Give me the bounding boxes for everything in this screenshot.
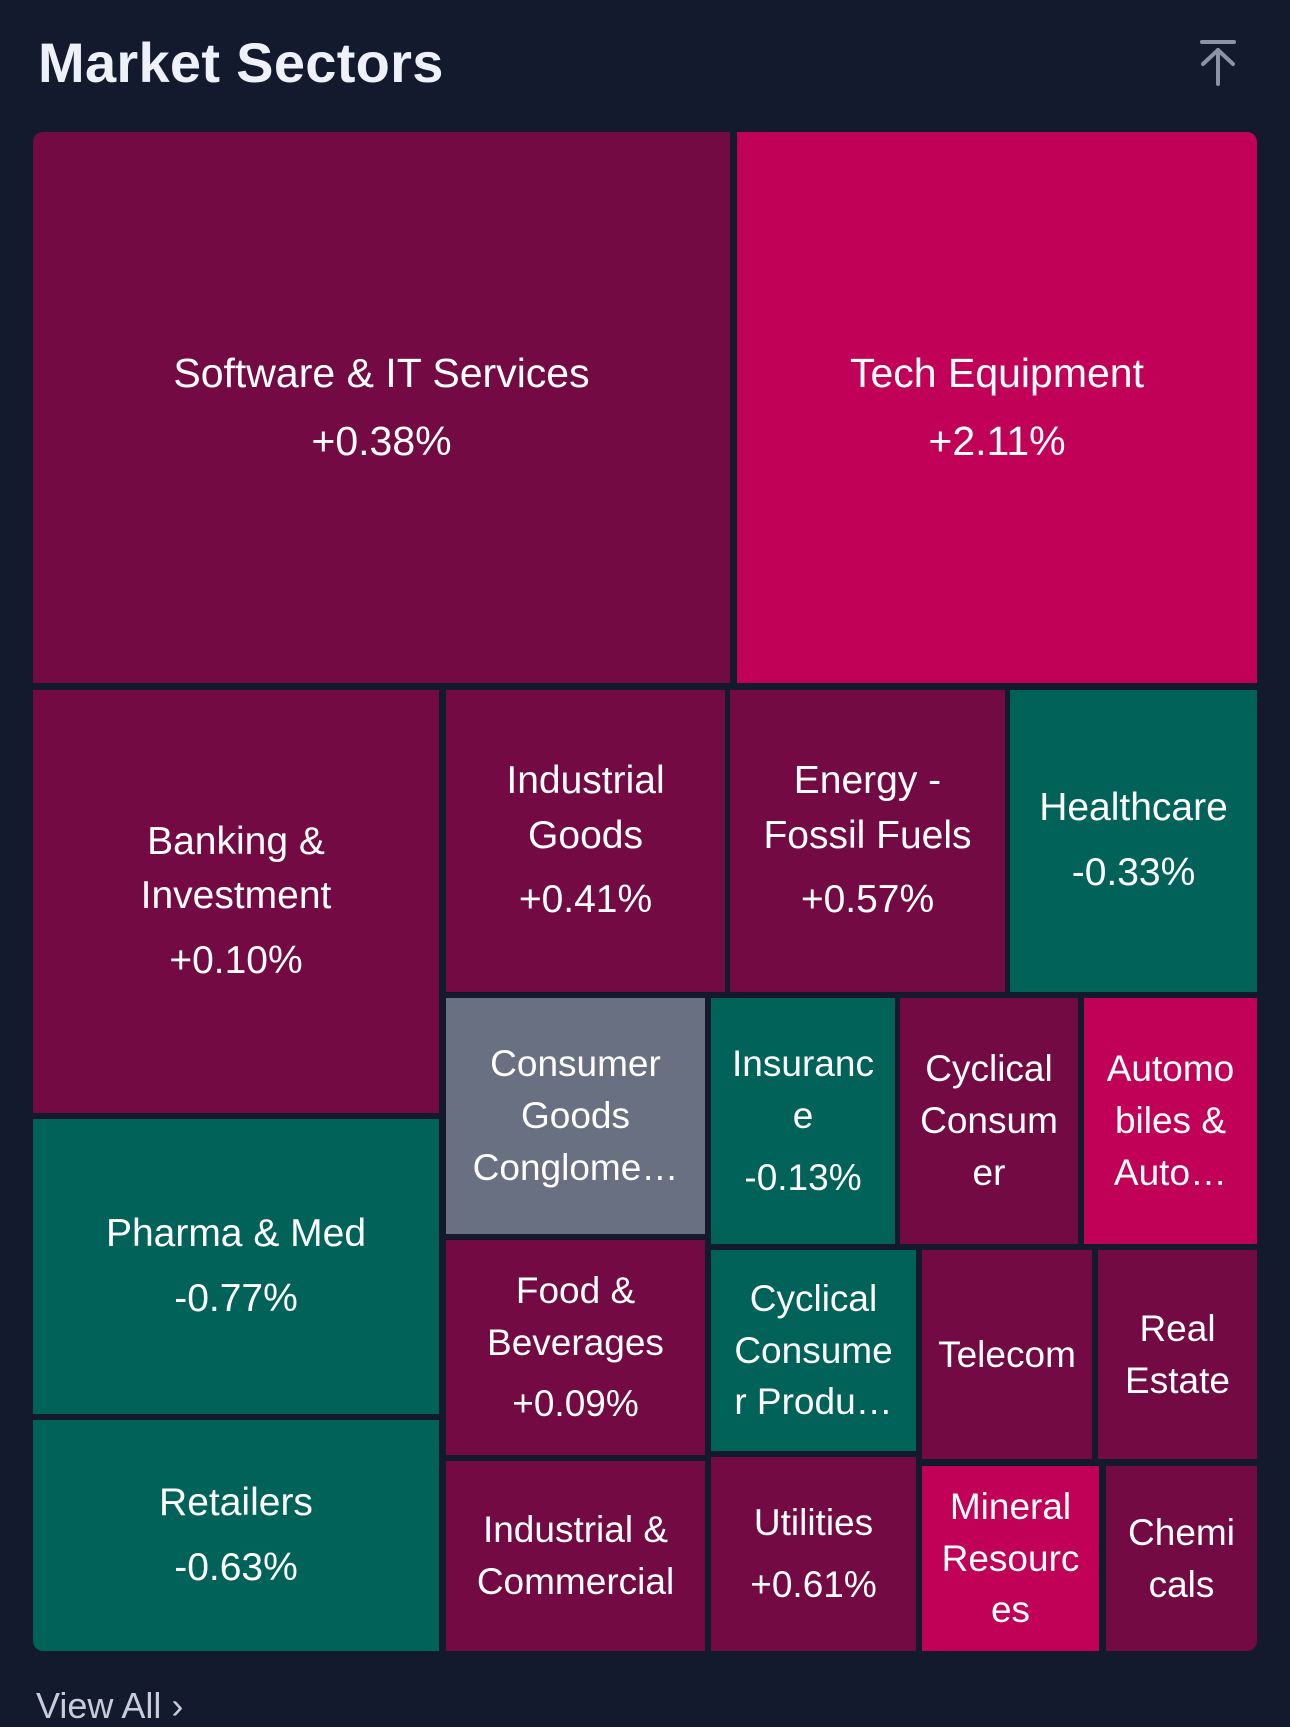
sector-name: Real Estate: [1125, 1307, 1230, 1401]
sector-tile-retailers[interactable]: Retailers -0.63%: [33, 1420, 439, 1651]
sector-name: Pharma & Med: [105, 1211, 367, 1255]
sector-treemap: Software & IT Services +0.38% Tech Equip…: [33, 132, 1257, 1651]
sector-tile-automobiles-auto[interactable]: Automo biles & Auto…: [1084, 998, 1257, 1244]
sector-name: Mineral Resourc es: [941, 1485, 1080, 1631]
sector-tile-cyclical-consumer-products[interactable]: Cyclical Consume r Produ…: [711, 1250, 916, 1451]
sector-tile-banking-investment[interactable]: Banking & Investment +0.10%: [33, 690, 439, 1113]
sector-change: -0.77%: [174, 1276, 298, 1320]
sector-tile-cyclical-consumer[interactable]: Cyclical Consum er: [900, 998, 1078, 1244]
sector-name: Utilities: [753, 1502, 874, 1544]
sector-name: Banking & Investment: [140, 819, 332, 918]
sector-change: +0.10%: [169, 938, 303, 982]
sector-name: Industrial & Commercial: [476, 1509, 675, 1602]
sector-name: Industrial Goods: [506, 759, 665, 857]
sector-tile-industrial-goods[interactable]: Industrial Goods +0.41%: [446, 690, 725, 992]
sector-name: Retailers: [159, 1480, 313, 1524]
sector-tile-software-it-services[interactable]: Software & IT Services +0.38%: [33, 132, 730, 683]
sector-tile-utilities[interactable]: Utilities +0.61%: [711, 1457, 916, 1651]
sector-name: Tech Equipment: [849, 350, 1144, 397]
page-title: Market Sectors: [38, 31, 444, 94]
sector-tile-pharma-med[interactable]: Pharma & Med -0.77%: [33, 1119, 439, 1414]
sector-change: -0.63%: [174, 1545, 298, 1589]
sector-change: +0.38%: [311, 417, 452, 464]
view-all-link[interactable]: View All ›: [36, 1685, 183, 1727]
sector-change: +0.57%: [800, 878, 935, 922]
sector-change: -0.33%: [1071, 851, 1196, 894]
sector-name: Food & Beverages: [487, 1269, 664, 1363]
sector-change: +0.61%: [750, 1564, 877, 1605]
sector-tile-energy-fossil-fuels[interactable]: Energy - Fossil Fuels +0.57%: [730, 690, 1005, 992]
sector-tile-insurance[interactable]: Insuranc e -0.13%: [711, 998, 895, 1244]
sector-tile-real-estate[interactable]: Real Estate: [1098, 1250, 1257, 1459]
sector-name: Insuranc e: [732, 1043, 874, 1137]
arrow-up-to-line-icon: [1200, 40, 1236, 86]
sector-name: Chemi cals: [1128, 1511, 1235, 1605]
sector-tile-consumer-goods-conglomerates[interactable]: Consumer Goods Conglome…: [446, 998, 705, 1234]
sector-name: Telecom: [938, 1333, 1076, 1375]
sector-tile-mineral-resources[interactable]: Mineral Resourc es: [922, 1466, 1099, 1651]
sector-change: +0.09%: [512, 1383, 639, 1425]
sector-tile-tech-equipment[interactable]: Tech Equipment +2.11%: [737, 132, 1257, 683]
sector-name: Consumer Goods Conglome…: [472, 1043, 679, 1188]
sector-name: Cyclical Consum er: [920, 1048, 1058, 1193]
sector-name: Energy - Fossil Fuels: [763, 759, 972, 857]
sector-change: -0.13%: [744, 1156, 862, 1198]
sector-tile-food-beverages[interactable]: Food & Beverages +0.09%: [446, 1240, 705, 1455]
sector-name: Cyclical Consume r Produ…: [734, 1277, 893, 1423]
sector-name: Automo biles & Auto…: [1106, 1048, 1235, 1193]
sector-name: Software & IT Services: [173, 350, 590, 397]
sector-change: +2.11%: [928, 417, 1066, 464]
sector-name: Healthcare: [1039, 786, 1228, 830]
sector-tile-chemicals[interactable]: Chemi cals: [1106, 1466, 1257, 1651]
sector-change: +0.41%: [518, 878, 653, 922]
collapse-button[interactable]: [1190, 34, 1246, 90]
sector-tile-healthcare[interactable]: Healthcare -0.33%: [1010, 690, 1257, 992]
sector-tile-telecom[interactable]: Telecom: [922, 1250, 1092, 1459]
sector-tile-industrial-commercial[interactable]: Industrial & Commercial: [446, 1461, 705, 1651]
